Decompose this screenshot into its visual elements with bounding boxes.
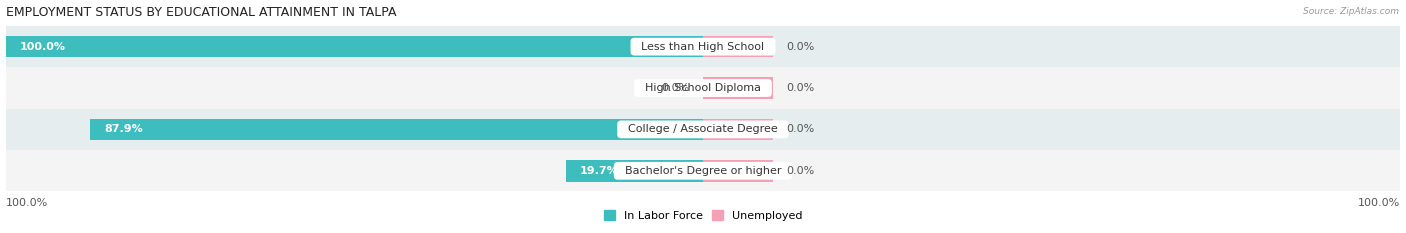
Text: Bachelor's Degree or higher: Bachelor's Degree or higher: [617, 166, 789, 176]
Bar: [703, 160, 773, 182]
Bar: [703, 77, 773, 99]
Bar: [565, 160, 703, 182]
Text: Source: ZipAtlas.com: Source: ZipAtlas.com: [1303, 7, 1399, 16]
Bar: [703, 119, 773, 140]
Text: 19.7%: 19.7%: [579, 166, 619, 176]
Text: 100.0%: 100.0%: [6, 198, 48, 208]
Text: High School Diploma: High School Diploma: [638, 83, 768, 93]
Bar: [703, 36, 773, 57]
Text: 0.0%: 0.0%: [661, 83, 689, 93]
Text: 0.0%: 0.0%: [787, 83, 815, 93]
Text: 100.0%: 100.0%: [1358, 198, 1400, 208]
Bar: [6, 67, 1400, 109]
Text: Less than High School: Less than High School: [634, 42, 772, 52]
Text: 87.9%: 87.9%: [104, 124, 142, 134]
Text: EMPLOYMENT STATUS BY EDUCATIONAL ATTAINMENT IN TALPA: EMPLOYMENT STATUS BY EDUCATIONAL ATTAINM…: [6, 6, 396, 19]
Text: 0.0%: 0.0%: [787, 124, 815, 134]
Bar: [6, 26, 1400, 67]
Text: College / Associate Degree: College / Associate Degree: [621, 124, 785, 134]
Bar: [6, 36, 703, 57]
Bar: [6, 150, 1400, 192]
Text: 100.0%: 100.0%: [20, 42, 66, 52]
Bar: [90, 119, 703, 140]
Text: 0.0%: 0.0%: [787, 42, 815, 52]
Text: 0.0%: 0.0%: [787, 166, 815, 176]
Bar: [6, 109, 1400, 150]
Legend: In Labor Force, Unemployed: In Labor Force, Unemployed: [599, 206, 807, 225]
